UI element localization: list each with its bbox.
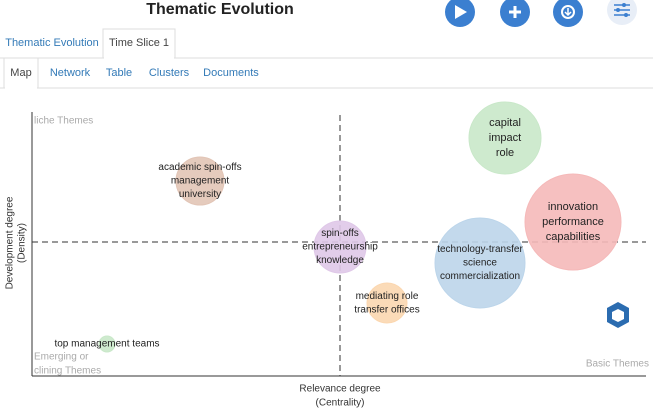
cluster-bubble: [366, 282, 408, 324]
cluster-bubble: [468, 101, 542, 175]
active-subtab: [3, 57, 39, 89]
subtab[interactable]: Map: [10, 67, 31, 79]
y-axis-label: (Density): [17, 223, 28, 263]
cluster-label: spin-offs: [321, 228, 359, 239]
cluster-label: entrepreneurship: [302, 242, 378, 253]
quadrant-label: clining Themes: [34, 366, 101, 377]
tab[interactable]: Thematic Evolution: [5, 37, 99, 49]
x-axis-label: Relevance degree: [299, 384, 381, 395]
cluster-label: management: [171, 176, 230, 187]
cluster-bubble: [434, 217, 526, 309]
settings-button[interactable]: [607, 0, 637, 25]
subtab[interactable]: Clusters: [149, 67, 190, 79]
cluster-label: university: [179, 189, 221, 200]
y-axis-label: Development degree: [5, 196, 16, 289]
cluster-label: academic spin-offs: [158, 162, 241, 173]
cluster-label: innovation: [548, 201, 598, 213]
quadrant-label: Basic Themes: [586, 359, 649, 370]
cluster-label: performance: [542, 216, 604, 228]
subtab[interactable]: Table: [106, 67, 132, 79]
cluster-bubble: [313, 220, 367, 274]
cluster-label: capital: [489, 117, 521, 129]
tab[interactable]: Time Slice 1: [109, 37, 169, 49]
cluster-label: commercialization: [440, 271, 520, 282]
cluster-label: transfer offices: [354, 304, 419, 315]
cluster-label: mediating role: [356, 291, 419, 302]
x-axis-label: (Centrality): [316, 398, 365, 409]
logo: [607, 302, 629, 328]
cluster-label: knowledge: [316, 255, 364, 266]
cluster-label: capabilities: [546, 231, 601, 243]
quadrant-label: liche Themes: [34, 116, 93, 127]
active-tab: [102, 28, 176, 59]
quadrant-label: Emerging or: [34, 352, 89, 363]
play-button[interactable]: [445, 0, 475, 27]
cluster-label: science: [463, 258, 497, 269]
cluster-label: impact: [489, 132, 521, 144]
subtab[interactable]: Network: [50, 67, 91, 79]
bubble-layer: capital impact role innovation performance ca…: [54, 101, 622, 353]
cluster-label: role: [496, 147, 514, 159]
cluster-bubble: [175, 156, 225, 206]
add-button[interactable]: [500, 0, 530, 27]
cluster-bubble: [524, 173, 622, 271]
page-title: Thematic Evolution: [146, 1, 294, 18]
cluster-label: top management teams: [54, 339, 159, 350]
download-button[interactable]: [553, 0, 583, 27]
subtab[interactable]: Documents: [203, 67, 259, 79]
cluster-label: technology-transfer: [437, 244, 523, 255]
cluster-bubble: [98, 335, 116, 353]
